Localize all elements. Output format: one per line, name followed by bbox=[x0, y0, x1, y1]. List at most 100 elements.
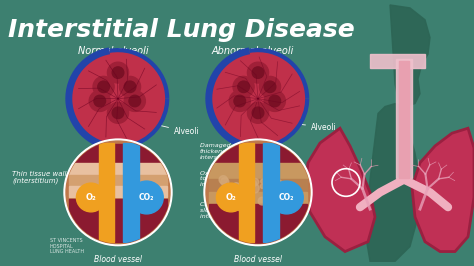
Circle shape bbox=[266, 186, 275, 195]
Circle shape bbox=[258, 197, 266, 205]
Bar bbox=[99, 143, 114, 242]
Bar bbox=[69, 175, 167, 185]
Circle shape bbox=[246, 182, 253, 190]
Circle shape bbox=[270, 198, 276, 204]
Circle shape bbox=[124, 91, 146, 111]
Text: Thin tissue wall
(interstitium): Thin tissue wall (interstitium) bbox=[12, 171, 66, 184]
Circle shape bbox=[277, 186, 283, 192]
Bar bbox=[69, 210, 167, 242]
Circle shape bbox=[236, 192, 240, 196]
Circle shape bbox=[270, 186, 278, 194]
Circle shape bbox=[243, 202, 252, 211]
Circle shape bbox=[252, 107, 264, 119]
Bar bbox=[69, 144, 167, 161]
Text: O₂: O₂ bbox=[226, 193, 237, 202]
Text: Alveoli: Alveoli bbox=[285, 123, 337, 132]
Bar bbox=[209, 144, 308, 161]
Circle shape bbox=[221, 178, 229, 186]
Circle shape bbox=[247, 102, 269, 123]
Circle shape bbox=[266, 188, 274, 195]
Circle shape bbox=[238, 182, 246, 190]
Circle shape bbox=[229, 195, 236, 202]
Circle shape bbox=[260, 184, 264, 188]
Circle shape bbox=[275, 180, 282, 186]
Circle shape bbox=[252, 178, 259, 185]
Circle shape bbox=[206, 141, 310, 244]
Circle shape bbox=[225, 201, 232, 208]
Circle shape bbox=[268, 182, 277, 191]
Circle shape bbox=[124, 81, 136, 93]
Text: ST VINCENTS
HOSPITAL
LUNG HEALTH: ST VINCENTS HOSPITAL LUNG HEALTH bbox=[50, 238, 84, 255]
Text: Interstitial Lung Disease: Interstitial Lung Disease bbox=[8, 18, 355, 42]
Bar bbox=[399, 61, 409, 178]
Circle shape bbox=[288, 201, 296, 209]
Circle shape bbox=[259, 76, 281, 97]
Text: Normal alveoli: Normal alveoli bbox=[78, 46, 148, 56]
Text: Blood vessel: Blood vessel bbox=[94, 255, 142, 264]
Circle shape bbox=[264, 91, 285, 111]
Circle shape bbox=[265, 199, 272, 206]
Bar bbox=[69, 163, 167, 174]
Bar bbox=[396, 59, 412, 178]
Circle shape bbox=[119, 76, 141, 97]
Polygon shape bbox=[365, 103, 420, 261]
Text: Alveoli: Alveoli bbox=[149, 123, 200, 136]
Circle shape bbox=[233, 76, 254, 97]
Text: Abnormal alveoli: Abnormal alveoli bbox=[212, 46, 294, 56]
Circle shape bbox=[233, 183, 240, 190]
Circle shape bbox=[230, 199, 239, 207]
Bar bbox=[69, 186, 167, 197]
Circle shape bbox=[108, 62, 128, 83]
Bar bbox=[209, 163, 308, 178]
Circle shape bbox=[229, 91, 250, 111]
Bar bbox=[209, 192, 308, 203]
Text: Oxygen slow
to move
into blood: Oxygen slow to move into blood bbox=[200, 171, 240, 187]
Circle shape bbox=[271, 188, 277, 194]
Circle shape bbox=[250, 180, 256, 187]
Text: CO₂: CO₂ bbox=[279, 193, 294, 202]
Circle shape bbox=[228, 189, 234, 194]
Circle shape bbox=[234, 95, 246, 107]
Bar bbox=[263, 143, 279, 242]
Circle shape bbox=[252, 67, 264, 78]
Circle shape bbox=[129, 95, 141, 107]
Circle shape bbox=[64, 139, 172, 246]
Circle shape bbox=[238, 81, 249, 93]
Circle shape bbox=[282, 182, 286, 186]
Circle shape bbox=[274, 199, 279, 203]
Circle shape bbox=[112, 107, 124, 119]
Text: Carbon dioxide
slow to move
into alveoli: Carbon dioxide slow to move into alveoli bbox=[200, 202, 248, 219]
Circle shape bbox=[261, 179, 265, 184]
Text: Blood vessel: Blood vessel bbox=[234, 255, 282, 264]
Circle shape bbox=[70, 51, 166, 146]
Bar bbox=[239, 143, 255, 242]
Bar bbox=[123, 143, 139, 242]
Circle shape bbox=[270, 181, 303, 214]
Circle shape bbox=[218, 197, 226, 205]
Circle shape bbox=[264, 81, 276, 93]
Bar bbox=[209, 204, 308, 243]
Text: Damaged and
thickened
interstitium: Damaged and thickened interstitium bbox=[200, 143, 245, 160]
Polygon shape bbox=[412, 128, 474, 252]
Circle shape bbox=[246, 189, 251, 194]
Circle shape bbox=[273, 193, 281, 200]
Circle shape bbox=[217, 183, 246, 212]
Circle shape bbox=[273, 204, 279, 210]
Bar bbox=[370, 54, 425, 68]
Bar bbox=[69, 198, 167, 209]
Circle shape bbox=[219, 176, 228, 184]
Circle shape bbox=[249, 200, 254, 205]
Circle shape bbox=[269, 95, 281, 107]
Bar bbox=[209, 179, 308, 193]
Circle shape bbox=[76, 183, 106, 212]
Circle shape bbox=[112, 67, 124, 78]
Polygon shape bbox=[305, 128, 375, 252]
Circle shape bbox=[130, 181, 163, 214]
Text: CO₂: CO₂ bbox=[139, 193, 155, 202]
Circle shape bbox=[273, 186, 283, 195]
Circle shape bbox=[108, 102, 128, 123]
Circle shape bbox=[89, 91, 110, 111]
Circle shape bbox=[94, 95, 106, 107]
Circle shape bbox=[246, 177, 250, 182]
Text: O₂: O₂ bbox=[86, 193, 96, 202]
